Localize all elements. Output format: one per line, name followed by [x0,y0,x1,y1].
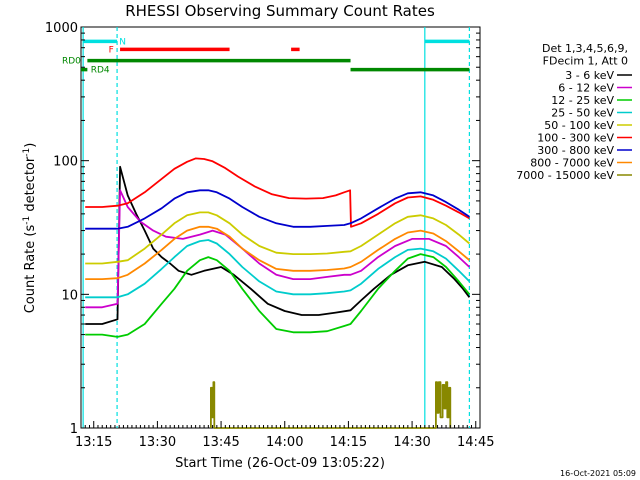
y-tick-label-2: 100 [53,155,78,170]
series-line-7 [85,225,470,280]
legend-label-7: 800 - 7000 keV [530,157,614,170]
series-line-0 [85,165,471,325]
plot-area [80,26,481,429]
state-label-2: F [109,45,114,55]
legend-label-6: 300 - 800 keV [537,144,614,157]
x-tick-label-3: 14:00 [266,435,303,450]
legend-label-1: 6 - 12 keV [558,82,614,95]
x-tick-label-0: 13:15 [75,435,112,450]
state-label-3: RD0 [62,57,81,67]
x-tick-label-5: 14:30 [393,435,430,450]
series-layer [85,157,471,429]
y-tick-label-3: 1000 [45,21,78,36]
series-line-6 [85,189,470,230]
legend-label-8: 7000 - 15000 keV [516,169,614,182]
x-axis: 13:15 13:30 13:45 14:00 14:15 14:30 14:45 [75,421,494,450]
y-axis-label-sup2: -1 [22,148,32,157]
y-axis: 1 10 100 1000 [45,21,480,437]
legend-label-3: 25 - 50 keV [551,107,614,120]
y-axis-label-sup1: -1 [22,216,32,225]
legend-label-0: 3 - 6 keV [565,69,614,82]
x-tick-label-6: 14:45 [457,435,494,450]
series-line-3 [85,239,471,299]
legend-label-5: 100 - 300 keV [537,132,614,145]
y-tick-label-0: 1 [70,422,78,437]
series-line-4 [85,211,470,265]
legend-label-4: 50 - 100 keV [544,119,614,132]
y-axis-label: Count Rate (s-1 detector-1) [22,143,38,314]
x-tick-label-4: 14:15 [330,435,367,450]
plot-frame [80,26,481,429]
legend: Det 1,3,4,5,6,9,FDecim 1, Att 03 - 6 keV… [516,42,632,182]
x-axis-label: Start Time (26-Oct-09 13:05:22) [175,456,385,471]
series-line-1 [85,189,471,309]
legend-header-1: FDecim 1, Att 0 [543,55,628,68]
legend-label-2: 12 - 25 keV [551,94,614,107]
y-axis-label-end: ) [23,143,38,148]
y-axis-label-tail: detector [23,156,38,216]
chart-title: RHESSI Observing Summary Count Rates [125,2,435,20]
state-bars: NF RD0 RD4 [62,37,470,76]
state-label-1: N [119,37,126,47]
series-line-8 [210,381,452,429]
legend-header-0: Det 1,3,4,5,6,9, [542,42,628,55]
generation-timestamp: 16-Oct-2021 05:09 [560,469,636,478]
y-axis-label-main: Count Rate (s [23,225,38,314]
series-line-5 [85,157,470,228]
x-tick-label-2: 13:45 [202,435,239,450]
state-label-4: RD4 [91,66,110,76]
x-tick-label-1: 13:30 [139,435,176,450]
y-tick-label-1: 10 [61,288,78,303]
series-line-2 [85,253,471,338]
